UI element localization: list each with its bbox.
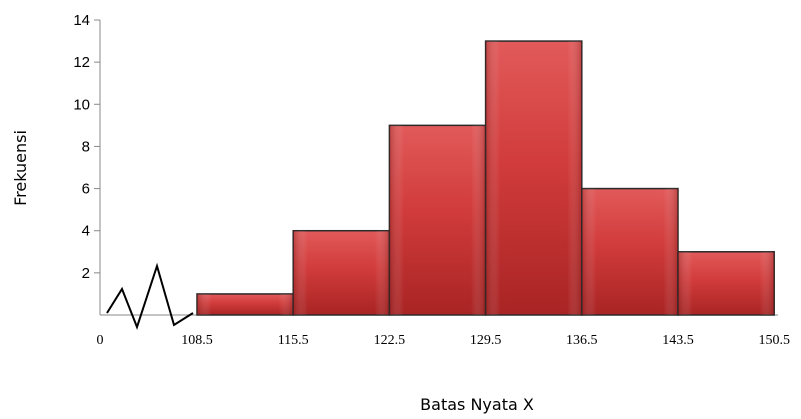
x-tick-label: 129.5	[470, 333, 502, 348]
x-tick-label: 115.5	[278, 333, 309, 348]
x-tick-label: 122.5	[374, 333, 406, 348]
y-tick-label: 2	[82, 265, 90, 282]
histogram-bar-shading	[485, 41, 582, 315]
bars-group	[196, 40, 775, 316]
x-tick-label: 136.5	[566, 333, 598, 348]
histogram-bar-shading	[293, 230, 390, 315]
histogram-bar-shading	[581, 188, 678, 315]
y-tick-label: 10	[73, 96, 90, 113]
x-axis: 0 108.5 115.5 122.5 129.5 136.5 143.5 150.5	[97, 314, 790, 348]
x-axis-title: Batas Nyata X	[420, 395, 534, 414]
y-tick-label: 4	[82, 223, 90, 240]
x-tick-label: 150.5	[758, 333, 790, 348]
x-tick-label: 108.5	[181, 333, 213, 348]
histogram-bar-shading	[678, 251, 775, 315]
histogram-bar	[581, 187, 679, 316]
y-tick-label: 6	[82, 181, 90, 198]
histogram-bar	[484, 40, 583, 316]
y-tick-label: 14	[73, 12, 90, 29]
y-tick-label: 8	[82, 138, 90, 155]
x-tick-group: 0 108.5 115.5 122.5 129.5 136.5 143.5 150.5	[97, 333, 790, 348]
y-axis-title: Frekuensi	[11, 130, 30, 206]
x-tick-label: 143.5	[662, 333, 694, 348]
x-tick-label: 0	[97, 333, 104, 348]
y-tick-label: 12	[73, 54, 90, 71]
y-tick-group: 2 4 6 8 10 12 14	[73, 12, 100, 282]
histogram-bar	[677, 251, 775, 316]
histogram-bar	[196, 293, 294, 316]
histogram-bar	[388, 124, 487, 316]
histogram-bar-shading	[197, 293, 294, 315]
histogram-bar	[292, 229, 391, 316]
histogram-bar-shading	[389, 125, 486, 315]
y-axis: 2 4 6 8 10 12 14	[73, 12, 101, 315]
axis-break-zigzag	[106, 262, 194, 330]
